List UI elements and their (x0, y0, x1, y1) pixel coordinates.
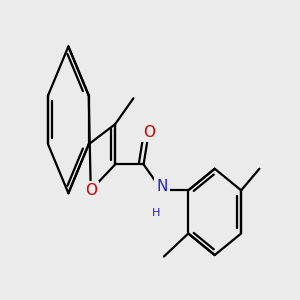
Text: N: N (156, 179, 168, 194)
Text: O: O (85, 183, 97, 198)
Text: O: O (143, 125, 155, 140)
Text: H: H (152, 208, 160, 218)
